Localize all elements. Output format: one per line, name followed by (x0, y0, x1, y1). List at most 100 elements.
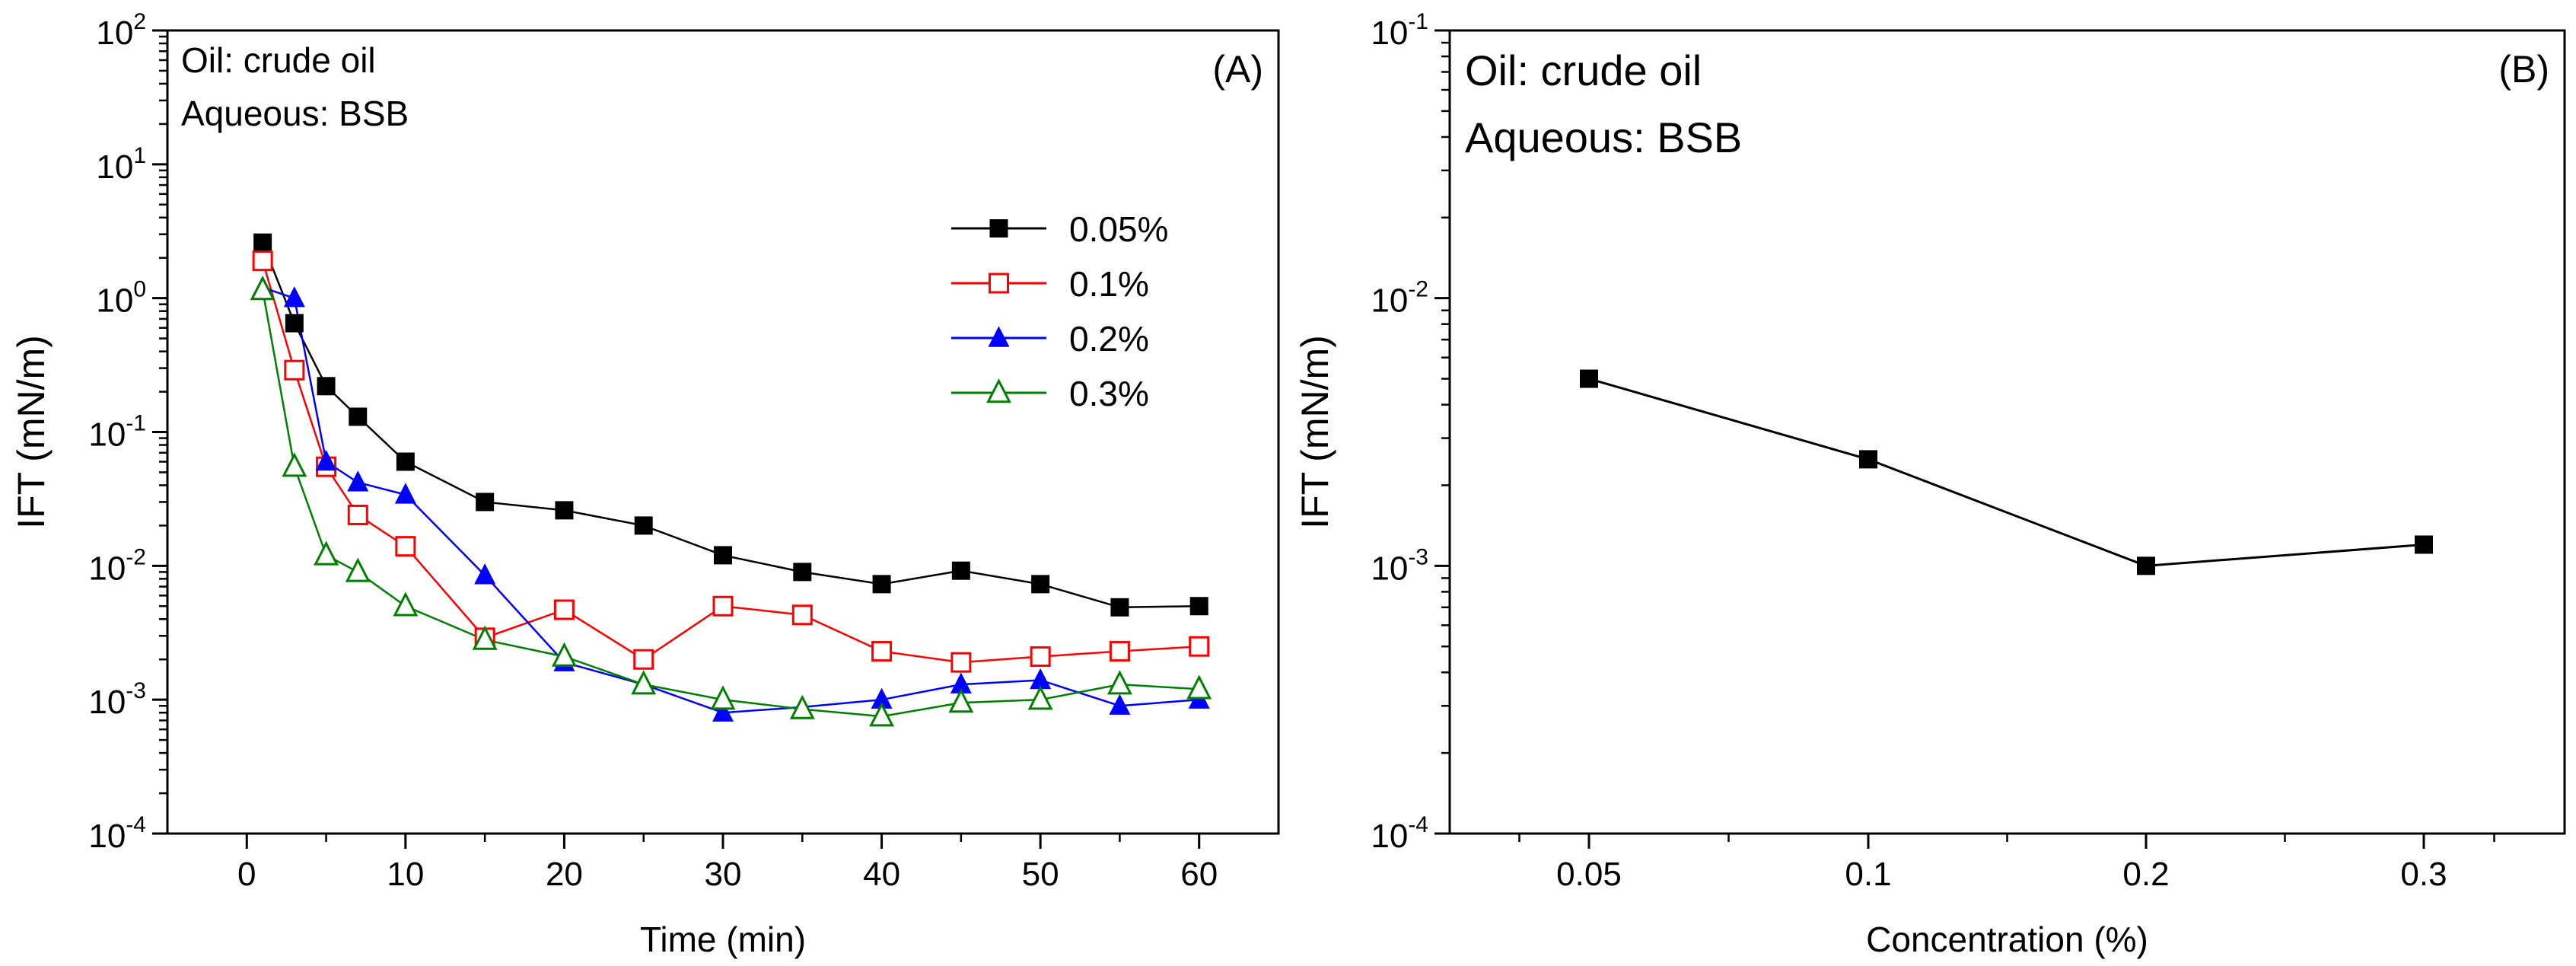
data-point (950, 652, 972, 673)
legend-label: 0.3% (1069, 374, 1149, 413)
y-tick-exponent: -3 (126, 678, 146, 703)
y-tick-exponent: -4 (126, 812, 146, 837)
data-point (631, 670, 657, 695)
data-point (712, 700, 734, 722)
data-point (1189, 636, 1210, 657)
legend-label: 0.2% (1069, 319, 1149, 359)
x-tick-label: 30 (705, 856, 742, 893)
y-tick-exponent: 0 (133, 277, 146, 302)
y-tick-exponent: -2 (1408, 277, 1428, 302)
y-tick-exponent: -1 (1408, 9, 1428, 34)
legend-marker (988, 326, 1010, 347)
data-point (872, 575, 891, 594)
data-point (314, 540, 339, 566)
data-point (317, 377, 336, 396)
data-point (1189, 597, 1208, 616)
data-point (1110, 598, 1129, 617)
annotation-text: Aqueous: BSB (181, 94, 409, 133)
panel-a-chart: 0 10 20 30 40 50 6010-410-310-210-1100101102Ti… (10, 9, 1280, 959)
series-line (1588, 378, 2425, 567)
data-point (1580, 369, 1598, 388)
data-point (1030, 668, 1052, 690)
x-tick-label: 20 (546, 856, 583, 893)
data-point (285, 314, 304, 333)
annotation-text: Oil: crude oil (181, 40, 376, 80)
legend-label: 0.1% (1069, 264, 1149, 304)
x-tick-label: 0.1 (1845, 856, 1891, 893)
data-point (551, 642, 577, 667)
data-point (394, 483, 416, 504)
y-axis-label: IFT (mN/m) (1294, 335, 1336, 529)
data-point (395, 536, 416, 557)
y-tick-exponent: -1 (126, 411, 146, 436)
data-point (714, 546, 732, 565)
y-tick-exponent: -2 (126, 544, 146, 569)
x-axis-label: Time (min) (640, 920, 806, 959)
y-tick-exponent: -3 (1408, 544, 1428, 569)
data-point (1109, 693, 1131, 715)
data-point (2415, 535, 2433, 554)
data-point (345, 557, 371, 582)
legend-label: 0.05% (1069, 209, 1168, 249)
data-point (472, 625, 498, 650)
y-tick-exponent: 2 (133, 9, 146, 34)
data-point (712, 595, 734, 617)
x-tick-label: 0.2 (2122, 856, 2169, 893)
data-point (347, 470, 369, 492)
data-point (393, 591, 419, 617)
data-point (871, 641, 893, 662)
x-tick-label: 0.3 (2400, 856, 2447, 893)
data-point (253, 233, 272, 252)
data-point (2137, 556, 2155, 575)
data-point (793, 563, 812, 582)
data-point (553, 599, 575, 620)
data-point (283, 286, 305, 308)
annotation-text: Oil: crude oil (1465, 46, 1702, 94)
data-point (634, 516, 653, 535)
x-tick-label: 0 (237, 856, 256, 893)
annotation-text: Aqueous: BSB (1465, 113, 1742, 161)
panel-b-chart: 0.05 0.1 0.2 0.310-410-310-210-1Concentrati… (1294, 9, 2566, 959)
x-tick-label: 60 (1180, 856, 1218, 893)
x-tick-label: 40 (863, 856, 900, 893)
data-point (282, 452, 307, 477)
data-point (951, 561, 970, 580)
data-point (476, 493, 495, 512)
x-axis-label: Concentration (%) (1866, 920, 2148, 959)
y-axis-label: IFT (mN/m) (10, 335, 53, 529)
x-tick-label: 10 (387, 856, 424, 893)
x-tick-label: 50 (1022, 856, 1059, 893)
data-point (349, 407, 368, 426)
data-point (252, 250, 273, 272)
legend-marker (989, 219, 1008, 238)
y-tick-exponent: -4 (1408, 812, 1428, 837)
panel-label: (B) (2498, 48, 2549, 91)
data-point (950, 672, 972, 693)
data-point (1859, 450, 1877, 469)
y-tick-exponent: 1 (133, 143, 146, 168)
x-tick-label: 0.05 (1556, 856, 1622, 893)
data-point (284, 359, 305, 381)
data-point (555, 501, 574, 520)
data-point (871, 687, 893, 709)
data-point (869, 702, 895, 727)
data-point (1031, 575, 1050, 594)
data-point (250, 276, 275, 301)
legend-marker (989, 273, 1009, 294)
data-point (1030, 646, 1051, 668)
data-point (474, 563, 496, 585)
panel-label: (A) (1212, 48, 1263, 91)
data-point (1186, 674, 1212, 700)
legend-marker (986, 378, 1011, 403)
data-point (948, 688, 974, 713)
data-point (1109, 641, 1130, 662)
data-point (347, 504, 368, 525)
data-point (1107, 670, 1132, 695)
data-point (710, 685, 736, 710)
data-point (633, 649, 654, 670)
data-point (396, 452, 415, 471)
data-point (315, 449, 337, 471)
data-point (789, 694, 815, 719)
